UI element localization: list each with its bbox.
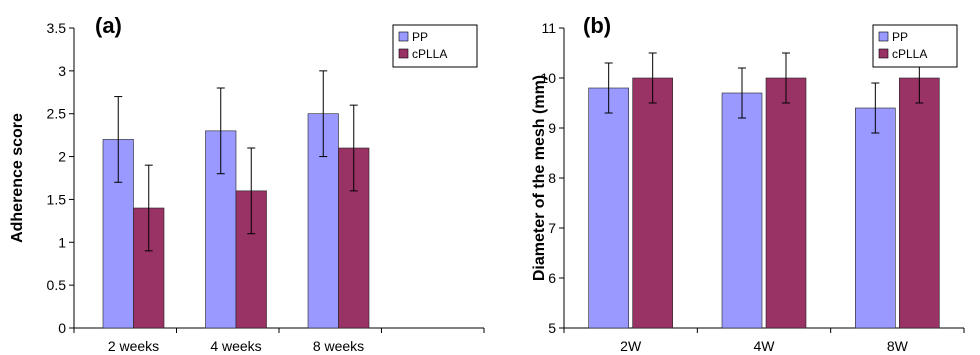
a-y-tick-label: 1.5 bbox=[47, 191, 67, 207]
b-bar-pp bbox=[721, 92, 763, 329]
chart-a-adherence-score: 0 0.5 1 1.5 2 2.5 3 3.5 2 weeks 4 weeks 8 weeks Adh… bbox=[9, 13, 485, 354]
a-x-tick-label: 8 weeks bbox=[313, 338, 364, 354]
a-y-tick-label: 1 bbox=[58, 234, 66, 250]
a-legend-swatch-pp bbox=[398, 31, 409, 42]
b-y-tick-label: 8 bbox=[548, 170, 556, 186]
b-legend-swatch-pp bbox=[878, 31, 889, 42]
a-y-tick-label: 0 bbox=[58, 320, 66, 336]
b-y-tick-label: 7 bbox=[548, 220, 556, 236]
a-y-tick-label: 2 bbox=[58, 149, 66, 165]
a-panel-label: (a) bbox=[95, 13, 122, 38]
chart-b-mesh-diameter: 5 6 7 8 9 10 11 2W 4W 8W Diameter of the mesh (mm)… bbox=[531, 13, 965, 354]
a-legend-swatch-cplla bbox=[398, 48, 409, 59]
a-x-tick-label: 4 weeks bbox=[210, 338, 261, 354]
a-y-tick-label: 2.5 bbox=[47, 106, 67, 122]
b-y-tick-label: 10 bbox=[540, 70, 556, 86]
b-bar-cplla bbox=[765, 77, 807, 329]
b-legend-swatch-cplla bbox=[878, 48, 889, 59]
a-y-axis-title: Adherence score bbox=[9, 113, 26, 243]
b-bar-pp bbox=[855, 107, 896, 329]
a-legend-label-cplla: cPLLA bbox=[412, 47, 447, 61]
b-bar-pp bbox=[588, 87, 629, 329]
b-panel-label: (b) bbox=[583, 13, 611, 38]
b-legend-label-pp: PP bbox=[892, 30, 908, 44]
b-y-tick-label: 6 bbox=[548, 270, 556, 286]
b-bar-cplla bbox=[899, 77, 940, 329]
b-x-tick-label: 2W bbox=[620, 338, 642, 354]
b-y-axis-title: Diameter of the mesh (mm) bbox=[531, 75, 548, 281]
b-x-tick-label: 8W bbox=[887, 338, 909, 354]
b-y-tick-label: 9 bbox=[548, 120, 556, 136]
b-y-tick-label: 11 bbox=[541, 20, 556, 36]
a-y-tick-label: 3.5 bbox=[47, 20, 67, 36]
b-y-tick-label: 5 bbox=[548, 320, 556, 336]
a-y-tick-label: 0.5 bbox=[47, 277, 67, 293]
b-legend-label-cplla: cPLLA bbox=[892, 47, 927, 61]
a-x-tick-label: 2 weeks bbox=[108, 338, 159, 354]
a-y-tick-label: 3 bbox=[58, 63, 66, 79]
b-x-tick-label: 4W bbox=[754, 338, 776, 354]
a-legend-label-pp: PP bbox=[412, 30, 428, 44]
b-bar-cplla bbox=[632, 77, 673, 329]
